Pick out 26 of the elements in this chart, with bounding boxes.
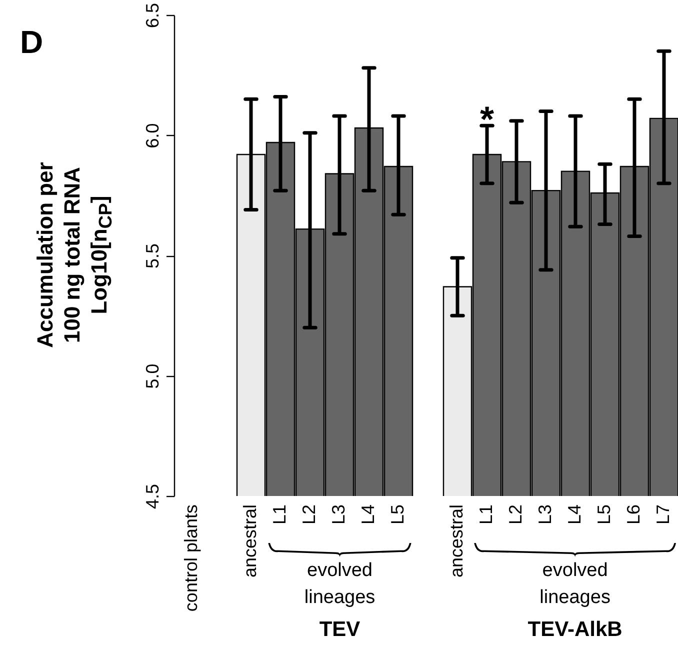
annotation: * (480, 98, 494, 140)
x-tick-label: L6 (623, 504, 644, 525)
x-tick-label: control plants (181, 504, 202, 612)
text: TEV (319, 618, 360, 641)
y-tick-label: 5.0 (142, 364, 162, 389)
x-tick-label: L3 (534, 504, 555, 525)
text: D (20, 24, 44, 60)
x-tick-label: L4 (358, 504, 378, 525)
y-tick-label: 4.5 (142, 484, 162, 510)
x-tick-label: ancestral (446, 504, 466, 578)
x-tick-label: L1 (476, 504, 496, 525)
y-tick-label: 6.0 (142, 123, 162, 148)
x-tick-label: L2 (299, 504, 320, 525)
x-tick-label: ancestral (240, 504, 260, 578)
x-tick-label: L5 (388, 504, 408, 525)
text: evolved lineages (540, 560, 610, 608)
text: evolved lineages (304, 560, 376, 608)
x-tick-label: L3 (328, 504, 349, 525)
y-tick-label: 5.5 (142, 243, 162, 269)
x-tick-label: L5 (594, 504, 614, 525)
x-tick-label: L4 (564, 504, 584, 525)
x-tick-label: L1 (270, 504, 290, 525)
x-tick-label: L2 (505, 504, 526, 525)
y-tick-label: 6.5 (142, 2, 162, 28)
text: TEV-AlkB (528, 618, 622, 641)
x-tick-label: L7 (652, 504, 673, 525)
